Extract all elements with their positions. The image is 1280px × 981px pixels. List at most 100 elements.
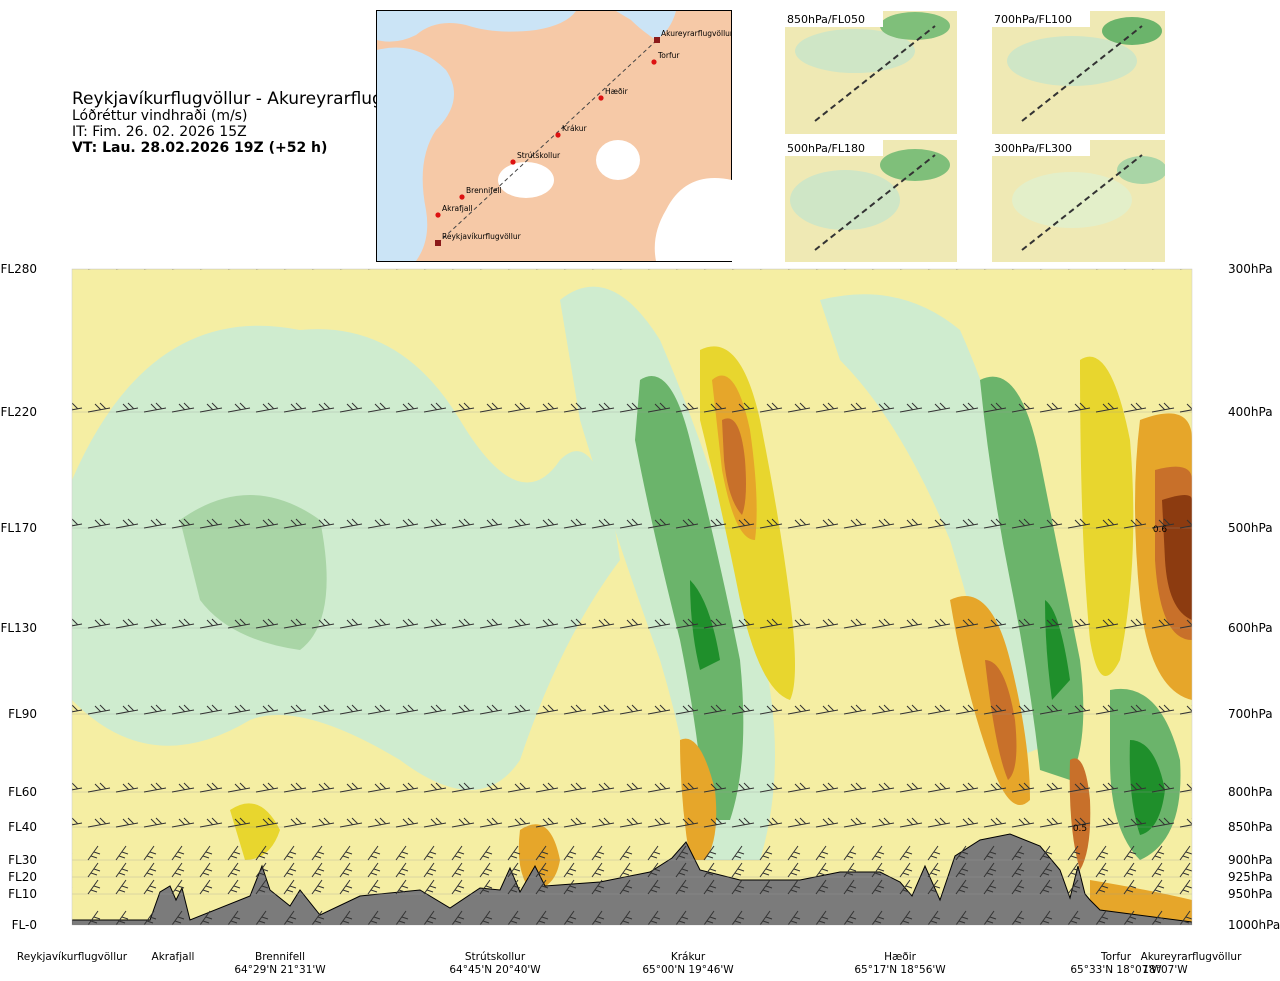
wind-barb — [703, 402, 727, 413]
thumbnail-850[interactable]: 850hPa/FL050 — [785, 11, 957, 134]
wind-barb — [619, 817, 643, 828]
wind-barb — [1067, 845, 1081, 861]
wind-barb — [1039, 817, 1063, 828]
wind-barb — [479, 879, 493, 895]
wind-barb — [900, 269, 903, 270]
wind-barb — [871, 618, 895, 629]
wind-barb — [759, 817, 783, 828]
wind-barb — [535, 862, 549, 878]
wind-barb — [928, 269, 931, 270]
wind-barb — [507, 402, 531, 413]
wind-barb — [1067, 402, 1091, 413]
wind-barb — [563, 862, 577, 878]
wind-barb — [1179, 910, 1192, 925]
wind-barb — [955, 845, 969, 861]
wind-barb — [871, 704, 895, 715]
wind-barb — [1012, 269, 1015, 270]
thumbnail-300[interactable]: 300hPa/FL300 — [992, 140, 1165, 262]
wind-barb — [1095, 782, 1119, 793]
left-axis-tick-label: FL280 — [1, 262, 38, 276]
thumbnail-label: 850hPa/FL050 — [787, 13, 865, 26]
wind-barb — [899, 402, 923, 413]
location-label: Brennifell — [255, 951, 305, 963]
wind-barb — [507, 618, 531, 629]
wind-barb — [60, 260, 82, 269]
location-coordinate: 65°33'N 18°07'W — [1070, 964, 1162, 976]
wind-barb — [843, 817, 867, 828]
wind-barb — [1123, 782, 1147, 793]
wind-barb — [983, 704, 1007, 715]
wind-barb — [619, 910, 633, 925]
wind-barb — [1151, 862, 1165, 878]
wind-barb — [871, 845, 885, 861]
wind-barb — [311, 862, 325, 878]
wind-barb — [591, 402, 615, 413]
wind-barb — [1068, 269, 1071, 270]
wind-barb — [1039, 782, 1063, 793]
wind-barb — [367, 845, 381, 861]
wind-barb — [955, 402, 979, 413]
wind-barb — [703, 845, 717, 861]
thumbnail-700[interactable]: 700hPa/FL100 — [992, 11, 1165, 134]
map-place-label: Akrafjall — [442, 204, 473, 213]
wind-barb — [1151, 879, 1165, 895]
wind-barb — [367, 402, 391, 413]
wind-barb — [1152, 269, 1155, 270]
right-axis-tick-label: 800hPa — [1228, 785, 1273, 799]
wind-barb — [1039, 879, 1053, 895]
left-axis-tick-label: FL220 — [1, 405, 38, 419]
wind-barb — [815, 782, 839, 793]
wind-barb — [1179, 403, 1192, 413]
wind-barb — [1123, 817, 1147, 828]
wind-barb — [144, 269, 147, 270]
wind-barb — [143, 817, 167, 828]
lift-region — [180, 495, 327, 650]
wind-barb — [956, 269, 959, 270]
wind-barb — [899, 845, 913, 861]
wind-barb — [171, 879, 185, 895]
wind-barb — [88, 269, 91, 270]
lift-region — [1045, 600, 1070, 700]
wind-barb — [480, 269, 483, 270]
wind-barb — [72, 887, 73, 888]
wind-barb — [731, 618, 755, 629]
wind-barb — [395, 402, 419, 413]
map-place-label: Strútskollur — [517, 151, 561, 160]
wind-barb — [72, 618, 83, 627]
map-place-label: Hæðir — [605, 87, 629, 96]
wind-barb — [451, 618, 475, 629]
wind-barb — [423, 618, 447, 629]
wind-barb — [591, 618, 615, 629]
wind-barb — [1039, 862, 1053, 878]
wind-barb — [451, 782, 475, 793]
wind-barb — [1179, 619, 1192, 629]
wind-barb — [255, 618, 279, 629]
wind-barb — [927, 618, 951, 629]
wind-barb — [1039, 402, 1063, 413]
wind-barb — [1151, 817, 1175, 828]
wind-barb — [1123, 845, 1137, 861]
wind-barb — [1123, 879, 1137, 895]
wind-barb — [451, 879, 465, 895]
contour-label: 0.6 — [1153, 525, 1168, 535]
wind-barb — [143, 704, 167, 715]
wind-barb — [1067, 817, 1091, 828]
wind-barb — [703, 518, 727, 529]
wind-barb — [955, 618, 979, 629]
wind-barb — [591, 845, 605, 861]
wind-barb — [256, 269, 259, 270]
wind-barb — [843, 704, 867, 715]
right-axis-tick-label: 300hPa — [1228, 262, 1273, 276]
right-axis-tick-label: 500hPa — [1228, 521, 1273, 535]
wind-barb — [451, 845, 465, 861]
wind-barb — [395, 618, 419, 629]
wind-barb — [1123, 518, 1147, 529]
wind-barb — [255, 704, 279, 715]
wind-barb — [339, 910, 353, 925]
wind-barb — [871, 518, 895, 529]
wind-barb — [115, 817, 139, 828]
wind-barb — [955, 862, 969, 878]
wind-barb — [199, 782, 223, 793]
wind-barb — [479, 782, 503, 793]
thumbnail-500[interactable]: 500hPa/FL180 — [785, 140, 957, 262]
